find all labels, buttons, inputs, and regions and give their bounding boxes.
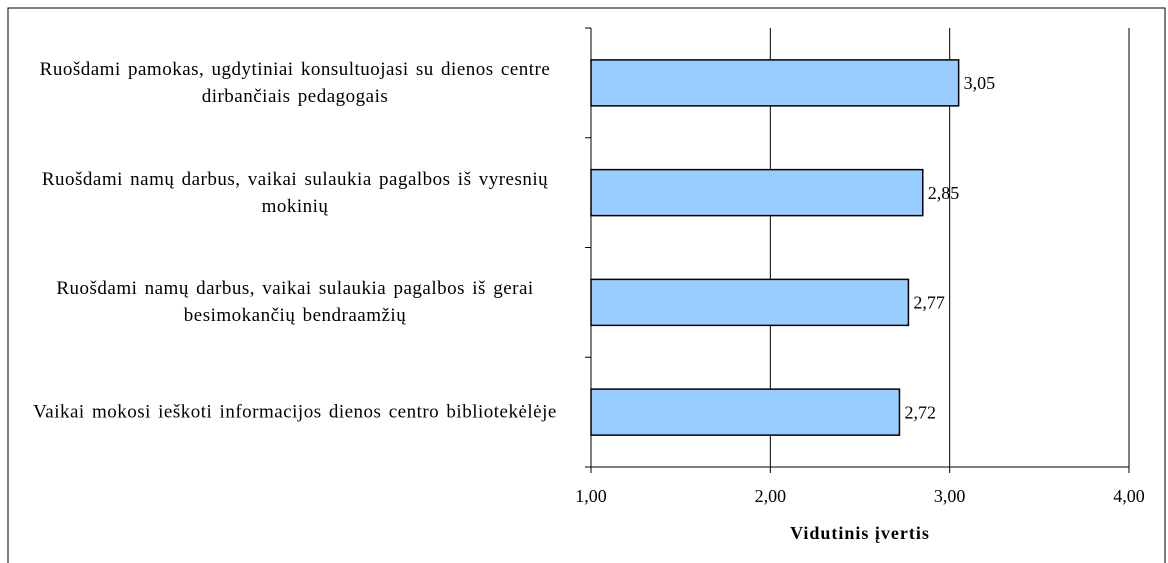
bar: [590, 59, 960, 107]
x-tick-label: 1,00: [575, 486, 607, 506]
category-label: Ruošdami namų darbus, vaikai sulaukia pa…: [41, 168, 549, 217]
category-label: Ruošdami namų darbus, vaikai sulaukia pa…: [56, 278, 534, 327]
x-tick-label: 3,00: [934, 486, 966, 506]
bar: [590, 168, 924, 217]
value-label: 2,72: [904, 402, 936, 422]
value-label: 3,05: [964, 73, 996, 93]
bar: [590, 278, 910, 327]
value-label: 2,77: [913, 293, 945, 313]
x-tick-label: 4,00: [1113, 486, 1145, 506]
category-label: Vaikai mokosi ieškoti informacijos dieno…: [33, 401, 557, 423]
x-axis-label: Vidutinis įvertis: [790, 523, 930, 543]
value-label: 2,85: [928, 183, 960, 203]
chart-frame: [7, 7, 1166, 563]
bar: [590, 388, 901, 436]
category-label: Ruošdami pamokas, ugdytiniai konsultuoja…: [39, 58, 551, 107]
x-tick-label: 2,00: [755, 486, 787, 506]
